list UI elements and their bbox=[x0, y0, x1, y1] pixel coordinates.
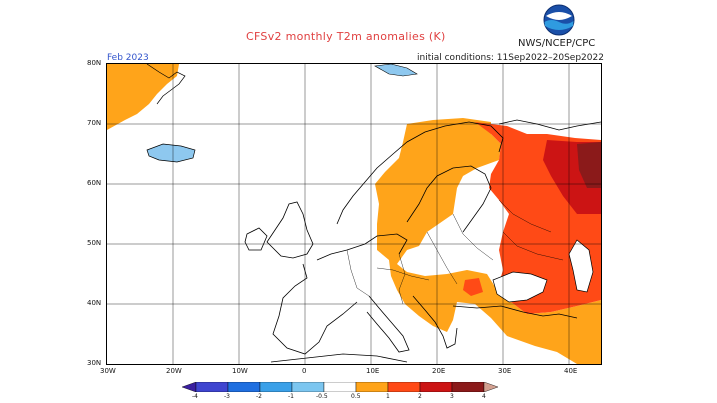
colorbar-label-8: 2 bbox=[418, 393, 422, 400]
orange-anomaly-region bbox=[375, 118, 601, 364]
lon-label-20e: 20E bbox=[432, 367, 446, 375]
noaa-logo bbox=[543, 4, 575, 36]
black-sea bbox=[492, 271, 548, 303]
lat-label-50n: 50N bbox=[87, 239, 102, 247]
colorbar-label-7: 1 bbox=[386, 393, 390, 400]
colorbar-bin-4 bbox=[291, 382, 325, 392]
lat-label-70n: 70N bbox=[87, 119, 102, 127]
initial-conditions: initial conditions: 11Sep2022–20Sep2022 bbox=[417, 53, 604, 63]
colorbar-label-5: -0.5 bbox=[316, 393, 328, 400]
lon-label-20w: 20W bbox=[166, 367, 182, 375]
map-title: CFSv2 monthly T2m anomalies (K) bbox=[246, 30, 446, 43]
colorbar-bin-7 bbox=[387, 382, 421, 392]
colorbar bbox=[182, 382, 499, 392]
lat-label-80n: 80N bbox=[87, 59, 102, 67]
colorbar-bin-8 bbox=[419, 382, 453, 392]
lon-label-40e: 40E bbox=[564, 367, 578, 375]
dark-red-anomaly-region bbox=[577, 142, 601, 188]
lat-label-30n: 30N bbox=[87, 359, 102, 367]
colorbar-label-9: 3 bbox=[450, 393, 454, 400]
coastlines bbox=[244, 119, 601, 363]
map-canvas bbox=[107, 64, 601, 364]
caspian-sea bbox=[568, 239, 594, 293]
graticule bbox=[107, 64, 601, 364]
colorbar-bin-3 bbox=[259, 382, 293, 392]
colorbar-label-4: -1 bbox=[288, 393, 294, 400]
svalbard-ice bbox=[374, 64, 418, 77]
colorbar-label-2: -3 bbox=[224, 393, 230, 400]
colorbar-label-6: 0.5 bbox=[351, 393, 361, 400]
colorbar-min-arrow bbox=[182, 382, 197, 392]
colorbar-bin-9 bbox=[451, 382, 485, 392]
colorbar-label-10: 4 bbox=[482, 393, 486, 400]
greenland-anomaly-region bbox=[107, 64, 179, 130]
colorbar-label-3: -2 bbox=[256, 393, 262, 400]
colorbar-bin-5 bbox=[323, 382, 357, 392]
lat-label-60n: 60N bbox=[87, 179, 102, 187]
red-spot-anomaly bbox=[463, 278, 483, 296]
greenland-coast bbox=[146, 64, 186, 105]
agency-label: NWS/NCEP/CPC bbox=[518, 38, 596, 49]
lat-label-40n: 40N bbox=[87, 299, 102, 307]
lon-label-10w: 10W bbox=[232, 367, 248, 375]
country-borders bbox=[346, 199, 564, 305]
colorbar-label-1: -4 bbox=[192, 393, 198, 400]
colorbar-max-arrow bbox=[483, 382, 499, 392]
anomaly-map bbox=[106, 63, 602, 365]
iceland bbox=[146, 143, 196, 163]
forecast-period: Feb 2023 bbox=[107, 53, 149, 63]
lon-label-30e: 30E bbox=[498, 367, 512, 375]
lon-label-30w: 30W bbox=[100, 367, 116, 375]
colorbar-bin-2 bbox=[227, 382, 261, 392]
colorbar-bin-1 bbox=[195, 382, 229, 392]
lon-label-0: 0 bbox=[302, 367, 307, 375]
colorbar-bin-6 bbox=[355, 382, 389, 392]
lon-label-10e: 10E bbox=[366, 367, 380, 375]
